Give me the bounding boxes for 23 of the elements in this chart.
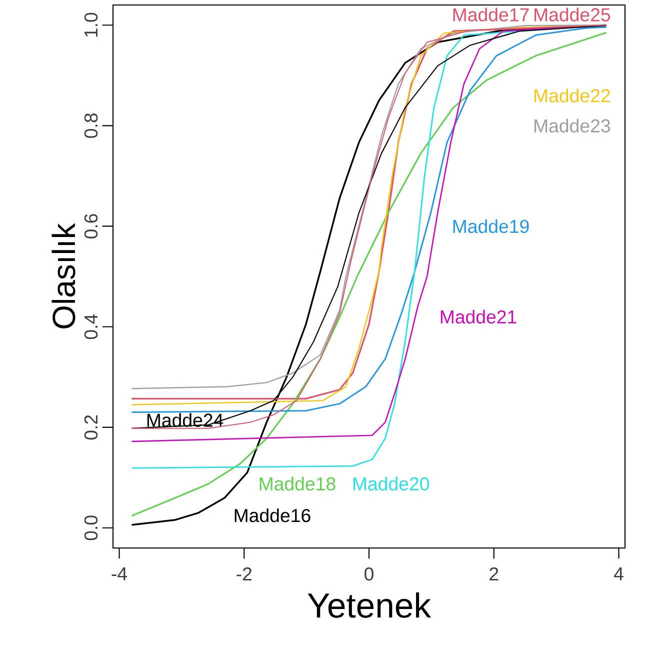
y-tick-label: 0.8 xyxy=(84,113,98,138)
y-tick-label: 0.4 xyxy=(84,314,98,340)
series-label: Madde21 xyxy=(440,310,516,324)
series-label: Madde20 xyxy=(353,476,430,491)
x-tick-label: 2 xyxy=(490,567,498,580)
y-axis-title: Olasılık xyxy=(52,223,76,328)
legend-label: Madde24 xyxy=(147,413,224,427)
y-tick-label: 0.6 xyxy=(84,214,98,238)
y-tick-label: 0.2 xyxy=(84,415,98,440)
series-label: Madde25 xyxy=(534,8,610,22)
x-axis-title: Yetenek xyxy=(308,592,432,618)
y-tick-label: 0.0 xyxy=(84,516,98,540)
series-label: Madde17 xyxy=(453,8,529,22)
series-label: Madde18 xyxy=(260,476,336,491)
series-label: Madde19 xyxy=(453,219,529,234)
x-tick-label: -4 xyxy=(112,567,127,580)
text: Madde23 xyxy=(534,118,610,133)
y-tick-label: 1.0 xyxy=(84,12,98,37)
text: Madde22 xyxy=(534,88,610,102)
series-label: Madde16 xyxy=(234,508,310,522)
x-tick-label: -2 xyxy=(236,567,252,580)
x-tick-label: 4 xyxy=(614,567,624,580)
x-tick-label: 0 xyxy=(364,567,374,581)
